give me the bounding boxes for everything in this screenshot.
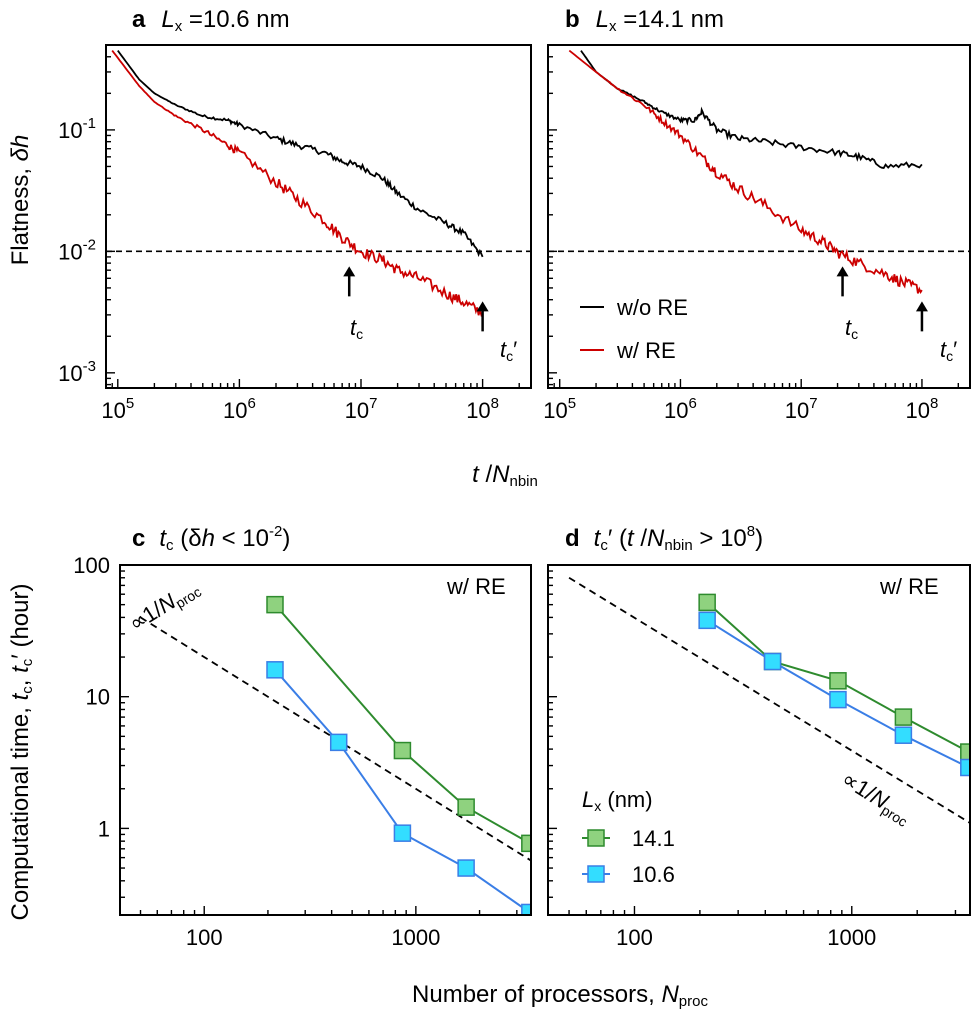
panel-c-series-14-1-point — [457, 798, 475, 816]
panel-c-scaling-label: ∝1/Nproc — [124, 574, 204, 638]
panel-a-data — [106, 50, 531, 318]
panel-c-x-tick-label: 100 — [186, 925, 223, 950]
panel-c-y-tick-label: 10 — [86, 685, 110, 710]
panel-a-x-tick-label: 108 — [466, 395, 499, 423]
panel-d-series-10-6-point — [829, 690, 847, 709]
panel-a-x-tick-label: 105 — [101, 395, 134, 423]
legend-lx-title: Lx (nm) — [582, 787, 653, 814]
panel-c-series-14-1-line — [274, 603, 531, 845]
panel-d-series-14-1-point — [960, 743, 970, 761]
panel-d-title: d tc′ (t /Nnbin > 108) — [565, 523, 763, 554]
panel-b-series-wo-re — [580, 50, 923, 169]
legend-14-1-label: 14.1 — [632, 826, 675, 851]
panel-d-reference-line — [568, 576, 970, 824]
panel-d-series-14-1-point — [698, 593, 716, 612]
panel-c-y-tick-label: 1 — [98, 816, 110, 841]
legend-10-6-marker — [587, 865, 605, 883]
panel-c-x-tick-label: 1000 — [391, 925, 440, 950]
legend-wo-re-label: w/o RE — [616, 295, 688, 320]
panel-c-title: c tc (δh < 10-2) — [132, 523, 290, 554]
panel-c-series-10-6-point — [266, 661, 284, 679]
panel-b-tc-label: tc — [845, 315, 858, 342]
panel-c-w-re-label: w/ RE — [446, 574, 506, 599]
panel-a-arrow-head — [343, 266, 356, 277]
panel-a-title: a Lx =10.6 nm — [132, 6, 290, 35]
panel-c-y-tick-label: 100 — [73, 553, 110, 578]
panel-a-frame — [105, 44, 532, 389]
panel-a-tcp-label: tc′ — [500, 337, 517, 364]
panel-c-data — [140, 595, 531, 915]
panel-a-y-tick-label: 10-2 — [58, 236, 96, 264]
panel-a-series-w-re — [111, 50, 484, 318]
panel-c-series-14-1-point — [393, 741, 412, 760]
legend-14-1-marker — [587, 829, 605, 847]
panel-d-series-10-6-point — [698, 611, 716, 630]
panel-a-y-tick-label: 10-3 — [58, 358, 96, 386]
panel-d-data — [568, 576, 970, 824]
panel-d-w-re-label: w/ RE — [879, 574, 939, 599]
panel-b-tcp-label: tc′ — [940, 337, 957, 364]
panel-c-series-10-6-point — [457, 859, 475, 877]
panel-c-series-10-6-point — [329, 733, 348, 752]
panel-a-tc-label: tc — [350, 315, 363, 342]
legend-10-6-label: 10.6 — [632, 862, 675, 887]
panel-c-series-14-1-point — [521, 834, 531, 853]
panel-b-x-tick-label: 106 — [664, 395, 697, 423]
panel-c-series-10-6-point — [521, 903, 531, 915]
panel-d-x-tick-label: 100 — [616, 925, 653, 950]
panel-b-x-tick-label: 105 — [543, 395, 576, 423]
panel-d-series-10-6-point — [894, 726, 913, 744]
top-x-axis-title: t /Nnbin — [472, 461, 538, 490]
panel-c-series-10-6-line — [274, 669, 531, 914]
panel-a-series-wo-re — [117, 50, 484, 258]
top-y-axis-title: Flatness, δh — [7, 135, 34, 266]
bottom-y-axis-title: Computational time, tc, tc′ (hour) — [7, 584, 36, 921]
panel-b-frame — [547, 44, 971, 389]
panel-c-series-10-6-point — [393, 824, 412, 842]
panel-d-series-10-6-point — [960, 758, 970, 777]
panel-a-x-tick-label: 107 — [345, 395, 378, 423]
panel-a-arrow-head — [476, 301, 489, 312]
panel-b-arrow-head — [836, 266, 849, 277]
legend-w-re-label: w/ RE — [616, 338, 676, 363]
panel-c-series-14-1-point — [266, 595, 284, 614]
panel-d-series-10-6-point — [763, 652, 782, 671]
panel-b-title: b Lx =14.1 nm — [565, 6, 724, 35]
panel-b-x-tick-label: 108 — [906, 395, 939, 423]
panel-d-frame — [547, 564, 971, 916]
bottom-x-axis-title: Number of processors, Nproc — [412, 981, 708, 1009]
panel-d-x-tick-label: 1000 — [827, 925, 876, 950]
panel-c-frame — [119, 564, 532, 916]
panel-d-scaling-label: ∝1/Nproc — [836, 766, 916, 830]
panel-b-data — [548, 49, 970, 295]
panel-b-arrow-head — [915, 301, 928, 312]
panel-b-series-w-re — [568, 49, 923, 295]
panel-a-y-tick-label: 10-1 — [58, 115, 96, 143]
panel-d-series-14-1-point — [829, 672, 847, 690]
panel-d-series-14-1-point — [894, 708, 913, 726]
panel-b-x-tick-label: 107 — [785, 395, 818, 423]
panel-a-x-tick-label: 106 — [223, 395, 256, 423]
